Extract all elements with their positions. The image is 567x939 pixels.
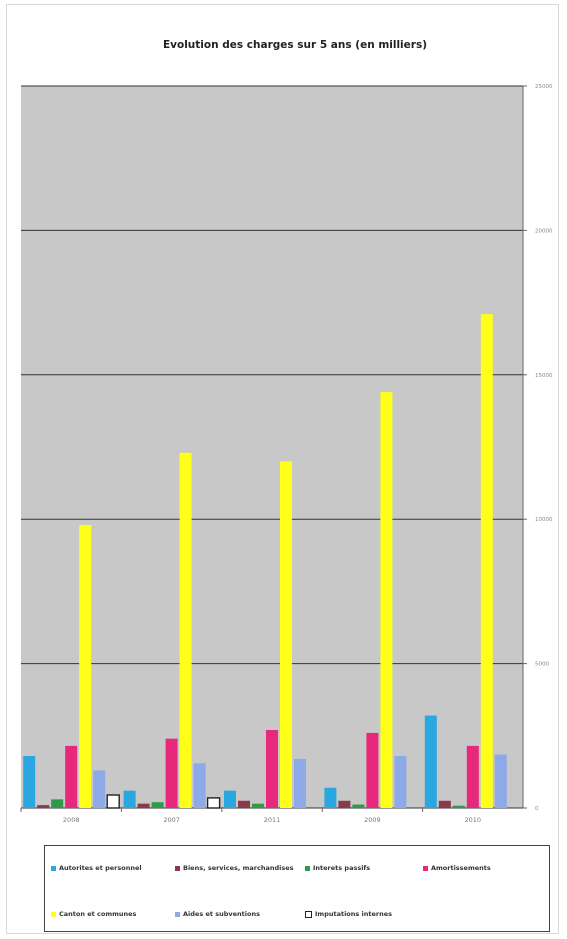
bar-aides-et-subventions-2010 <box>494 754 507 808</box>
bar-autorites-et-personnel-2008 <box>23 756 36 808</box>
legend-swatch <box>305 865 310 871</box>
bar-amortissements-2008 <box>65 745 78 808</box>
legend-label: Aides et subventions <box>183 910 260 918</box>
legend-item: Autorites et personnel <box>51 864 142 872</box>
bar-interets-passifs-2011 <box>252 803 264 808</box>
x-tick-label: 2009 <box>364 816 381 824</box>
x-tick-label: 2010 <box>465 816 482 824</box>
y-tick-label: 10000 <box>535 517 553 523</box>
bar-biens-services-marchandises-2009 <box>338 800 351 808</box>
bar-amortissements-2007 <box>165 738 178 808</box>
bar-interets-passifs-2009 <box>352 804 365 808</box>
bar-imputations-internes-2008 <box>106 794 120 809</box>
legend-item: Canton et communes <box>51 910 136 918</box>
bar-aides-et-subventions-2007 <box>193 763 206 808</box>
x-tick-label: 2011 <box>264 816 281 824</box>
bar-autorites-et-personnel-2010 <box>424 715 437 808</box>
legend-swatch <box>423 865 428 871</box>
bar-canton-et-communes-2011 <box>280 461 292 808</box>
bar-amortissements-2009 <box>366 732 379 808</box>
chart-legend: Autorites et personnel Biens, services, m… <box>44 845 550 932</box>
bar-interets-passifs-2008 <box>51 799 64 808</box>
bar-aides-et-subventions-2008 <box>93 770 106 808</box>
bar-canton-et-communes-2010 <box>480 314 493 808</box>
bar-autorites-et-personnel-2011 <box>224 790 236 808</box>
bar-aides-et-subventions-2009 <box>394 756 407 808</box>
bar-amortissements-2010 <box>466 745 479 808</box>
legend-item: Interets passifs <box>305 864 370 872</box>
y-tick-label: 20000 <box>535 228 553 234</box>
y-tick-label: 25000 <box>535 84 553 90</box>
legend-label: Canton et communes <box>59 910 137 918</box>
legend-item: Imputations internes <box>305 910 392 918</box>
legend-label: Autorites et personnel <box>59 864 142 872</box>
legend-swatch <box>51 911 56 917</box>
bar-interets-passifs-2010 <box>452 805 465 808</box>
bar-biens-services-marchandises-2011 <box>238 800 250 808</box>
legend-swatch <box>175 865 180 871</box>
legend-label: Biens, services, marchandises <box>183 864 294 872</box>
bar-biens-services-marchandises-2008 <box>37 805 50 808</box>
bar-canton-et-communes-2007 <box>179 452 192 808</box>
bar-aides-et-subventions-2011 <box>294 758 306 808</box>
bar-canton-et-communes-2008 <box>79 524 92 808</box>
bar-biens-services-marchandises-2010 <box>438 800 451 808</box>
bar-autorites-et-personnel-2007 <box>123 790 136 808</box>
x-tick-label: 2008 <box>63 816 80 824</box>
legend-item: Aides et subventions <box>175 910 260 918</box>
legend-label: Interets passifs <box>313 864 371 872</box>
y-tick-label: 0 <box>535 806 539 812</box>
legend-item: Biens, services, marchandises <box>175 864 294 872</box>
x-tick-label: 2007 <box>163 816 180 824</box>
legend-swatch <box>305 910 312 918</box>
bar-autorites-et-personnel-2009 <box>324 787 337 808</box>
chart-title: Evolution des charges sur 5 ans (en mill… <box>163 39 427 51</box>
bar-canton-et-communes-2009 <box>380 392 393 808</box>
legend-label: Amortissements <box>431 864 491 872</box>
bar-amortissements-2011 <box>266 730 278 808</box>
legend-swatch <box>51 865 56 871</box>
bar-biens-services-marchandises-2007 <box>137 803 150 808</box>
legend-item: Amortissements <box>423 864 491 872</box>
plot-area <box>21 86 523 808</box>
legend-label: Imputations internes <box>315 910 393 918</box>
y-tick-label: 5000 <box>535 662 549 668</box>
y-tick-label: 15000 <box>535 373 553 379</box>
legend-swatch <box>175 911 180 917</box>
bar-interets-passifs-2007 <box>151 802 164 808</box>
bar-imputations-internes-2007 <box>206 797 221 809</box>
